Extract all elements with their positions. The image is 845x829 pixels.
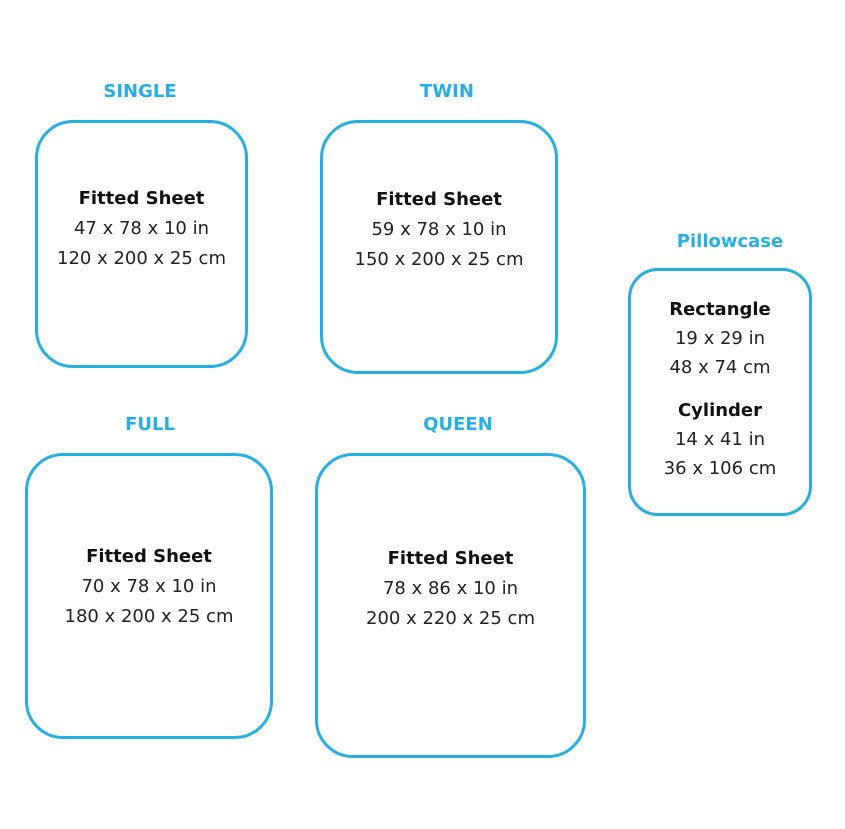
spec-inches: 70 x 78 x 10 in — [81, 576, 217, 597]
spec-heading: Fitted Sheet — [387, 548, 514, 569]
spec-inches: 19 x 29 in — [674, 328, 766, 349]
pillowcase-box: Rectangle 19 x 29 in 48 x 74 cm Cylinder… — [628, 268, 812, 516]
spec-cm: 120 x 200 x 25 cm — [57, 248, 226, 269]
size-specs: Fitted Sheet 59 x 78 x 10 in 150 x 200 x… — [323, 185, 555, 275]
size-label-full: FULL — [125, 414, 175, 435]
spec-heading: Fitted Sheet — [86, 546, 212, 567]
spec-cm: 200 x 220 x 25 cm — [366, 608, 535, 629]
spec-inches: 14 x 41 in — [674, 429, 766, 450]
size-label-queen: QUEEN — [423, 414, 493, 435]
size-box-full: Fitted Sheet 70 x 78 x 10 in 180 x 200 x… — [25, 453, 273, 739]
spec-heading: Cylinder — [677, 400, 763, 421]
spec-cm: 48 x 74 cm — [669, 357, 771, 378]
pillowcase-cylinder-specs: Cylinder 14 x 41 in 36 x 106 cm — [631, 396, 809, 483]
size-box-single: Fitted Sheet 47 x 78 x 10 in 120 x 200 x… — [35, 120, 248, 368]
size-specs: Fitted Sheet 78 x 86 x 10 in 200 x 220 x… — [318, 544, 583, 634]
size-label-single: SINGLE — [103, 81, 177, 102]
size-box-twin: Fitted Sheet 59 x 78 x 10 in 150 x 200 x… — [320, 120, 558, 374]
pillowcase-rectangle-specs: Rectangle 19 x 29 in 48 x 74 cm — [631, 295, 809, 382]
spec-inches: 78 x 86 x 10 in — [382, 578, 519, 599]
spec-heading: Rectangle — [669, 299, 771, 320]
size-specs: Fitted Sheet 70 x 78 x 10 in 180 x 200 x… — [28, 542, 270, 632]
spec-cm: 180 x 200 x 25 cm — [64, 606, 234, 627]
spec-heading: Fitted Sheet — [78, 188, 205, 209]
spec-heading: Fitted Sheet — [376, 189, 502, 210]
spec-inches: 59 x 78 x 10 in — [371, 219, 507, 240]
size-label-twin: TWIN — [420, 81, 474, 102]
spec-cm: 150 x 200 x 25 cm — [354, 249, 524, 270]
size-box-queen: Fitted Sheet 78 x 86 x 10 in 200 x 220 x… — [315, 453, 586, 758]
size-specs: Fitted Sheet 47 x 78 x 10 in 120 x 200 x… — [38, 184, 245, 274]
spec-cm: 36 x 106 cm — [663, 458, 777, 479]
spec-inches: 47 x 78 x 10 in — [73, 218, 210, 239]
pillowcase-label: Pillowcase — [676, 231, 784, 252]
